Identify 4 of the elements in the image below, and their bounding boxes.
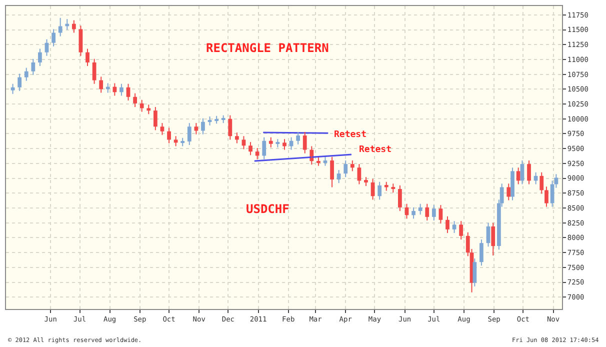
annotation: Retest (334, 130, 367, 140)
annotation: RECTANGLE PATTERN (206, 41, 329, 55)
annotation: Retest (359, 145, 392, 155)
annotation: USDCHF (246, 202, 290, 216)
